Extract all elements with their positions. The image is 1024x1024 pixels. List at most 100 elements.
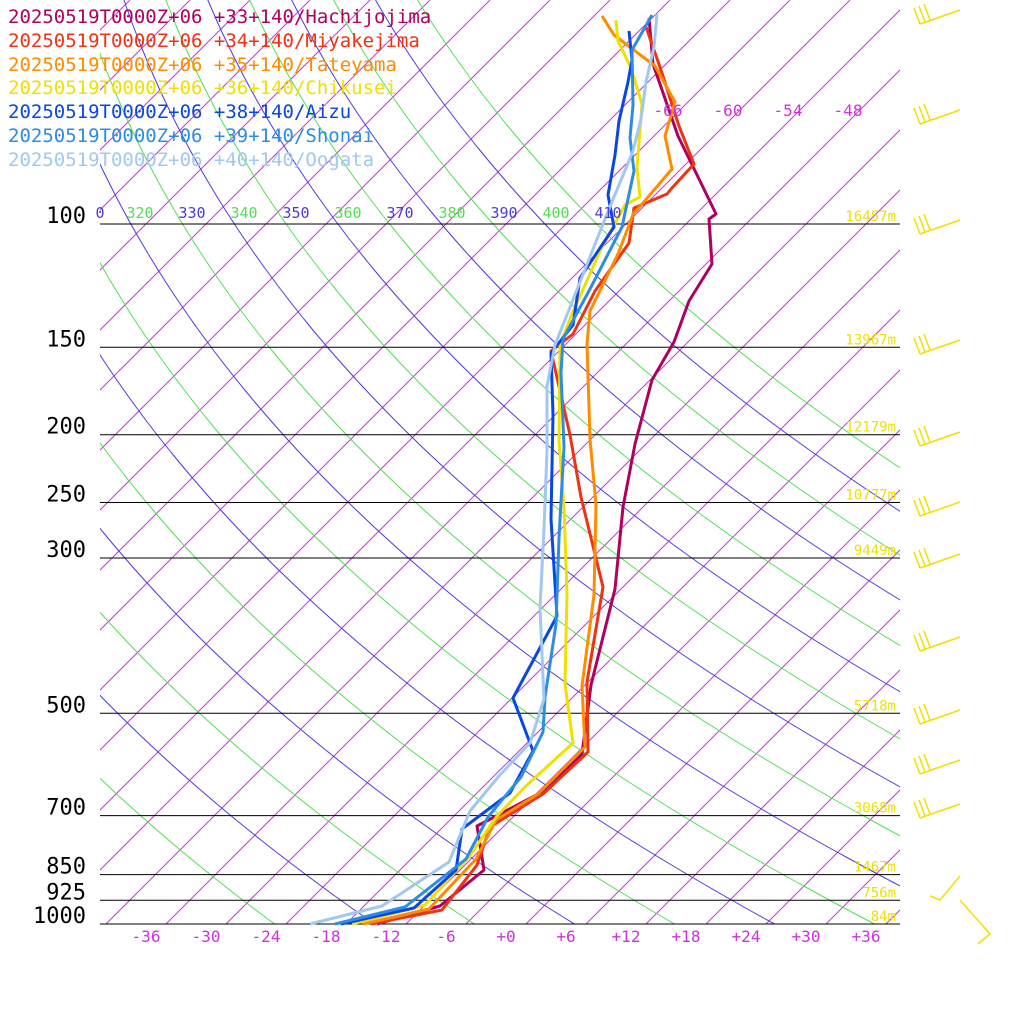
height-label: 13967m: [845, 332, 896, 348]
height-label: 756m: [862, 885, 896, 901]
isotherm-line: [100, 0, 671, 571]
legend-entry: 20250519T0000Z+06 +40+140/Oogata: [8, 148, 375, 171]
height-label: 1467m: [854, 860, 896, 876]
wind-barb-flag: [923, 797, 931, 815]
legend-entry: 20250519T0000Z+06 +39+140/Shonai: [8, 124, 375, 147]
pressure-label: 1000: [33, 904, 86, 929]
profile-line-3: [362, 15, 677, 926]
potential-temperature-curve: [100, 527, 575, 924]
isotherm-line: [100, 0, 371, 271]
wind-barbs: [913, 3, 992, 945]
temperature-profiles: [309, 13, 718, 926]
background-lines: [100, 0, 900, 924]
isotherm-line: [100, 69, 900, 871]
pressure-label: 850: [46, 855, 86, 880]
wind-barb-flag: [923, 333, 931, 351]
wind-barb-flag: [918, 5, 926, 23]
temperature-tick-label: +24: [732, 927, 761, 946]
wind-barb-flag: [923, 630, 931, 648]
theta-label: 340: [230, 204, 257, 222]
legend-entry: 20250519T0000Z+06 +38+140/Aizu: [8, 101, 352, 124]
wind-barb-flag: [913, 107, 921, 125]
potential-temperature-curve: [207, 0, 900, 693]
isotherm-line: [100, 0, 311, 211]
potential-temperature-curve: [100, 694, 375, 924]
legend-entry: 20250519T0000Z+06 +36+140/Chikusei: [8, 77, 397, 100]
isotherm-line: [100, 0, 851, 751]
wind-barb-flag: [923, 495, 931, 513]
legend: 20250519T0000Z+06 +33+140/Hachijojima 202…: [8, 6, 431, 173]
isotherm-label: -48: [834, 101, 863, 120]
isotherm-line: [100, 9, 900, 811]
height-label: 9449m: [854, 543, 896, 559]
isotherm-line: [100, 0, 611, 511]
isobars: [100, 223, 900, 925]
pressure-label: 925: [46, 880, 86, 905]
wind-barb-flag: [923, 547, 931, 565]
temperature-tick-label: -30: [192, 927, 221, 946]
wind-barb-flag: [913, 499, 921, 517]
theta-label: 320: [126, 204, 153, 222]
wind-barb: [959, 899, 992, 945]
isotherm-line: [885, 909, 900, 924]
legend-entry: 20250519T0000Z+06 +34+140/Miyakejima: [8, 29, 420, 52]
pressure-label: 700: [46, 796, 86, 821]
wind-barb: [919, 9, 961, 25]
isotherm-line: [100, 0, 551, 451]
isotherm-line: [100, 0, 731, 631]
temperature-tick-label: -36: [132, 927, 161, 946]
isotherm-label: -60: [714, 101, 743, 120]
isotherm-line: [100, 0, 791, 691]
isotherm-line: [345, 369, 900, 924]
wind-barb-flag: [918, 549, 926, 567]
potential-temperature-curve: [100, 611, 475, 924]
wind-barb: [919, 109, 961, 125]
isotherm-line: [100, 0, 491, 391]
wind-barb-flag: [918, 755, 926, 773]
potential-temperature-curve: [123, 0, 900, 788]
wind-barb: [919, 636, 961, 652]
wind-barb-flag: [918, 335, 926, 353]
legend-entry: 20250519T0000Z+06 +33+140/Hachijojima: [8, 6, 432, 28]
isotherm-line: [825, 849, 900, 924]
height-label: 16457m: [845, 209, 896, 225]
potential-temperature-curve: [100, 442, 675, 924]
temperature-tick-label: -18: [312, 927, 341, 946]
wind-barb: [919, 759, 961, 775]
wind-barb-flag: [918, 427, 926, 445]
wind-barb-flag: [923, 753, 931, 771]
potential-temperature-curve: [417, 0, 900, 469]
theta-label: 350: [282, 204, 309, 222]
pressure-label: 300: [46, 538, 86, 563]
isotherm-label: -66: [654, 101, 683, 120]
wind-barb-flag: [913, 551, 921, 569]
wind-barb-flag: [913, 217, 921, 235]
wind-barb-flag: [913, 7, 921, 25]
profile-line-5: [340, 30, 634, 926]
isotherm-line: [405, 429, 900, 924]
axis-labels: 100 16457m 150 13967m 200 12179m 250 10777m 300 9…: [33, 101, 896, 946]
height-label: 84m: [871, 909, 896, 925]
height-label: 10777m: [845, 488, 896, 504]
isotherm-line: [100, 0, 431, 331]
profile-line-6: [334, 14, 654, 926]
wind-barb: [919, 219, 961, 235]
wind-barb-flag: [913, 707, 921, 725]
wind-barb: [919, 431, 961, 447]
wind-barb-flag: [918, 497, 926, 515]
potential-temperature-curve: [100, 261, 875, 924]
profile-line-1: [376, 17, 718, 926]
legend-entry: 20250519T0000Z+06 +35+140/Tateyama: [8, 53, 397, 76]
wind-barb-flag: [913, 429, 921, 447]
temperature-tick-label: -12: [372, 927, 401, 946]
wind-barb-flag: [913, 337, 921, 355]
pressure-label: 500: [46, 693, 86, 718]
isotherm-label: -54: [774, 101, 803, 120]
height-label: 3068m: [854, 801, 896, 817]
isotherm-line: [465, 489, 900, 924]
theta-label: 390: [490, 204, 517, 222]
wind-barb-flag: [918, 215, 926, 233]
wind-barb-flag: [923, 3, 931, 21]
temperature-tick-label: +12: [612, 927, 641, 946]
potential-temperature-curve: [291, 0, 900, 601]
